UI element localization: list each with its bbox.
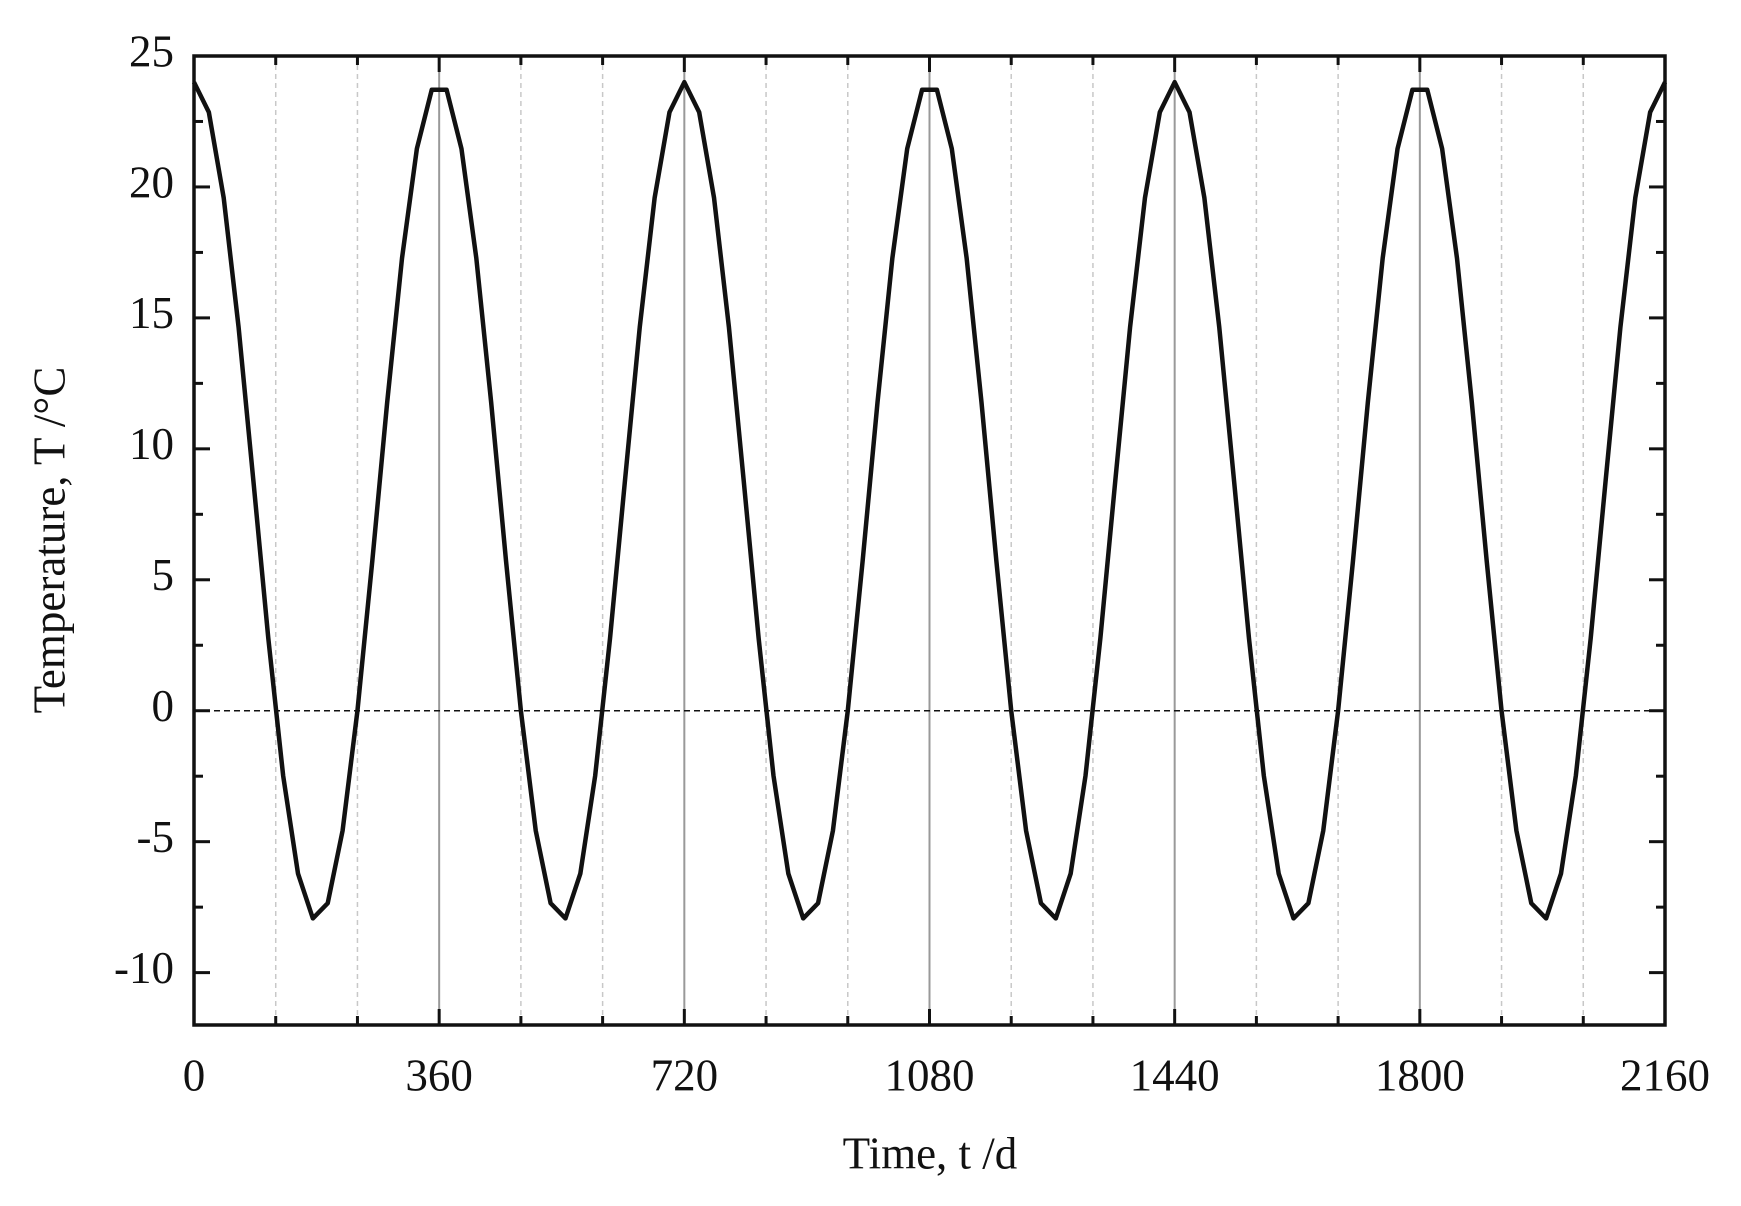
- x-tick-label: 1800: [1375, 1050, 1465, 1100]
- x-axis-label: Time, t /d: [843, 1128, 1018, 1178]
- y-tick-label: 5: [152, 550, 175, 600]
- x-tick-label: 1080: [885, 1050, 975, 1100]
- x-tick-label: 1440: [1130, 1050, 1220, 1100]
- y-axis-label: Temperature, T /°C: [24, 367, 74, 714]
- plot-frame: [192, 54, 1667, 1027]
- x-tick-label: 2160: [1620, 1050, 1710, 1100]
- data-line: [191, 79, 1668, 921]
- x-tick-label: 0: [183, 1050, 206, 1100]
- x-tick-label: 360: [405, 1050, 473, 1100]
- y-tick-label: 25: [129, 26, 174, 76]
- y-tick-label: -10: [114, 943, 174, 993]
- y-tick-label: 20: [129, 157, 174, 207]
- y-tick-label: -5: [137, 812, 175, 862]
- y-tick-label: 10: [129, 419, 174, 469]
- y-tick-label: 0: [152, 681, 175, 731]
- y-tick-label: 15: [129, 288, 174, 338]
- x-tick-label: 720: [651, 1050, 719, 1100]
